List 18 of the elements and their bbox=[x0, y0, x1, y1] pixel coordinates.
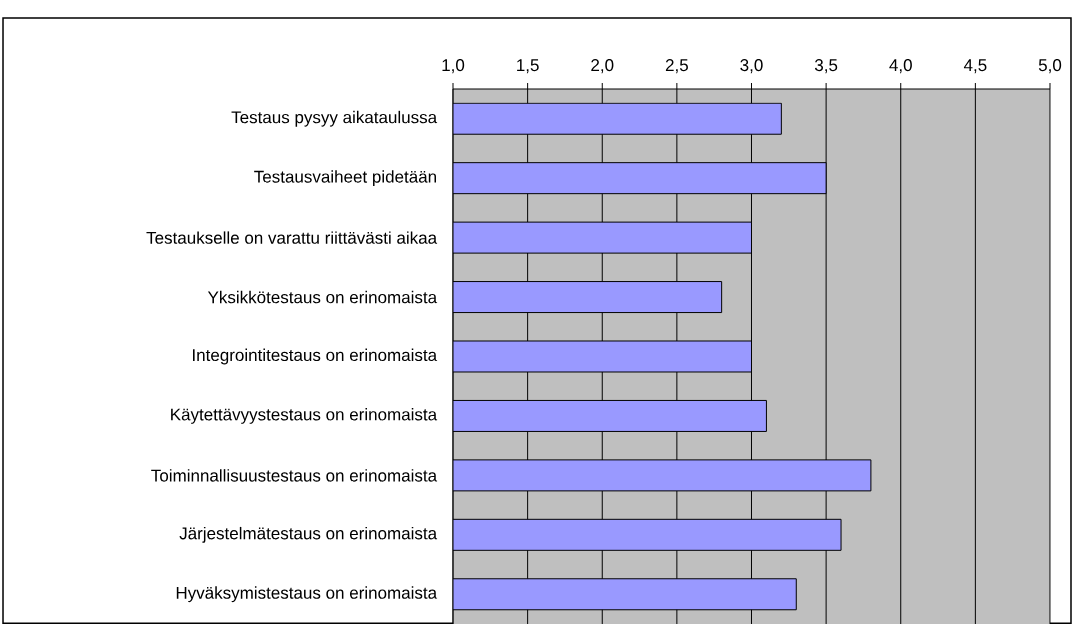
y-tick-label: Yksikkötestaus on erinomaista bbox=[207, 290, 438, 304]
x-tick-label: 1,5 bbox=[517, 59, 539, 74]
y-tick-label: Testaus pysyy aikataulussa bbox=[231, 110, 438, 127]
x-tick-label: 4,0 bbox=[889, 59, 912, 74]
y-tick-label: Käytettävyystestaus on erinomaista bbox=[171, 408, 438, 424]
x-tick-label: 3,0 bbox=[740, 59, 763, 74]
x-tick-label: 5,0 bbox=[1038, 59, 1062, 74]
x-tick-label: 1,0 bbox=[442, 59, 465, 74]
y-tick-label: Testaukselle on varattu riittävästi aikaa bbox=[146, 231, 438, 244]
y-tick-label: Testausvaiheet pidetään bbox=[254, 170, 436, 187]
x-tick-label: 3,5 bbox=[814, 59, 838, 74]
x-tick-label: 4,5 bbox=[963, 59, 987, 74]
y-tick-label: Hyväksymistestaus on erinomaista bbox=[176, 586, 438, 603]
x-tick-label: 2,0 bbox=[591, 59, 614, 74]
y-tick-label: Toiminnallisuustestaus on erinomaista bbox=[151, 469, 438, 482]
y-tick-label: Järjestelmätestaus on erinomaista bbox=[179, 526, 438, 543]
y-tick-label: Integrointitestaus on erinomaista bbox=[193, 348, 438, 365]
x-tick-label: 2,5 bbox=[665, 59, 688, 74]
